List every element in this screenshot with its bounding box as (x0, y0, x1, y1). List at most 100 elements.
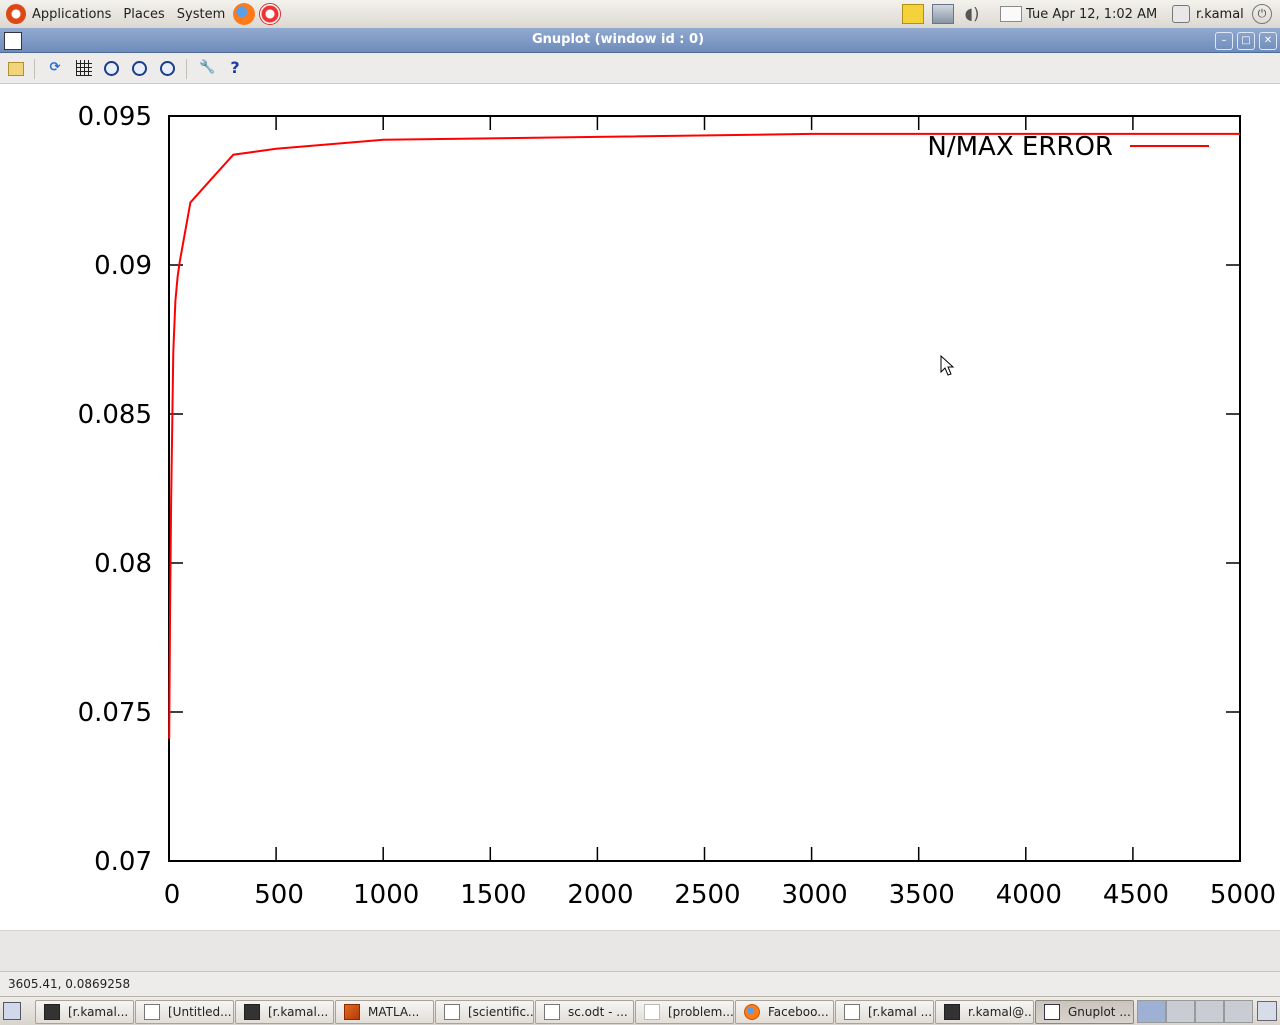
taskbar-item-active[interactable]: Gnuplot ... (1035, 1000, 1134, 1024)
notes-icon[interactable] (902, 4, 924, 24)
y-tick-label: 0.09 (94, 251, 152, 281)
user-switcher[interactable]: r.kamal (1172, 0, 1244, 28)
taskbar-item-label: [problem... (668, 1005, 734, 1019)
workspace-3[interactable] (1195, 1000, 1224, 1023)
x-tick-label: 4000 (996, 880, 1062, 910)
taskbar-item-label: Gnuplot ... (1068, 1005, 1131, 1019)
workspace-2[interactable] (1166, 1000, 1195, 1023)
taskbar-item[interactable]: [r.kamal ... (835, 1000, 934, 1024)
mouse-cursor-icon (940, 355, 955, 376)
x-tick-label: 1000 (353, 880, 419, 910)
y-tick-label: 0.07 (94, 847, 152, 877)
blank-icon (644, 1004, 660, 1020)
replot-icon[interactable]: ⟳ (49, 60, 61, 75)
network-icon[interactable] (932, 4, 954, 24)
help-icon[interactable]: ? (230, 58, 240, 77)
settings-icon[interactable]: 🔧 (199, 60, 216, 75)
workspace-1[interactable] (1137, 1000, 1166, 1023)
system-menu-label: System (176, 6, 226, 22)
x-tick-label: 5000 (1210, 880, 1276, 910)
terminal-icon (944, 1004, 960, 1020)
window-titlebar[interactable]: Gnuplot (window id : 0) – □ ✕ (0, 28, 1280, 53)
taskbar-item[interactable]: [scientific... (435, 1000, 534, 1024)
taskbar-item-label: sc.odt - ... (568, 1005, 628, 1019)
top-panel: Applications Places System ◖) Tue Apr 12… (0, 0, 1280, 29)
document-icon (144, 1004, 160, 1020)
taskbar-item[interactable]: MATLA... (335, 1000, 434, 1024)
places-menu-label: Places (123, 6, 165, 22)
zoom-back-icon[interactable] (104, 61, 119, 76)
x-tick-label: 2000 (567, 880, 633, 910)
ubuntu-logo-icon (6, 4, 26, 24)
clock-applet[interactable]: Tue Apr 12, 1:02 AM (1026, 0, 1157, 28)
volume-icon[interactable]: ◖) (964, 4, 980, 23)
taskbar-item[interactable]: [r.kamal... (235, 1000, 334, 1024)
trash-icon[interactable] (1257, 1001, 1277, 1021)
status-bar: 3605.41, 0.0869258 (0, 971, 1280, 996)
show-desktop-icon[interactable] (3, 1002, 21, 1020)
places-menu[interactable]: Places (117, 0, 170, 28)
grid-icon[interactable] (76, 60, 92, 76)
notification-area: ◖) (898, 0, 1026, 28)
plot-window-footer (0, 930, 1280, 971)
x-tick-label: 4500 (1103, 880, 1169, 910)
taskbar-item[interactable]: [r.kamal... (35, 1000, 134, 1024)
bottom-taskbar: [r.kamal... [Untitled... [r.kamal... MAT… (0, 996, 1280, 1025)
terminal-icon (44, 1004, 60, 1020)
clock-text: Tue Apr 12, 1:02 AM (1026, 6, 1158, 22)
document-icon (544, 1004, 560, 1020)
plot-border (168, 115, 1241, 862)
legend-label: N/MAX ERROR (927, 132, 1113, 162)
applications-menu[interactable]: Applications (0, 0, 117, 28)
mail-icon[interactable] (1000, 6, 1022, 22)
system-menu[interactable]: System (171, 0, 231, 28)
power-icon: ⏻ (1252, 4, 1272, 24)
window-title: Gnuplot (window id : 0) (531, 32, 705, 47)
taskbar-item[interactable]: Faceboo... (735, 1000, 834, 1024)
x-tick-label: 0 (164, 880, 181, 910)
firefox-icon (744, 1004, 760, 1020)
y-tick-label: 0.075 (78, 698, 152, 728)
gnuplot-window-icon[interactable] (4, 32, 22, 50)
taskbar-item[interactable]: [problem... (635, 1000, 734, 1024)
x-tick-label: 500 (254, 880, 304, 910)
matlab-icon (344, 1004, 360, 1020)
x-tick-label: 3000 (782, 880, 848, 910)
x-tick-label: 3500 (889, 880, 955, 910)
series-line (168, 132, 1240, 739)
power-button[interactable]: ⏻ (1252, 0, 1272, 28)
close-button[interactable]: ✕ (1259, 32, 1277, 50)
taskbar-item-label: [r.kamal... (268, 1005, 329, 1019)
gnuplot-icon (1044, 1004, 1060, 1020)
applications-menu-label: Applications (32, 6, 112, 22)
taskbar-item-label: Faceboo... (768, 1005, 829, 1019)
line-chart[interactable]: 0 500 1000 1500 2000 2500 3000 3500 4000 4500 5000… (0, 84, 1280, 930)
y-tick-label: 0.08 (94, 549, 152, 579)
mouse-coordinates: 3605.41, 0.0869258 (8, 977, 131, 991)
taskbar-item-label: MATLA... (368, 1005, 420, 1019)
autoscale-icon[interactable] (160, 61, 175, 76)
taskbar-item[interactable]: [Untitled... (135, 1000, 234, 1024)
firefox-launcher-icon[interactable] (233, 3, 256, 25)
x-tick-label: 1500 (460, 880, 526, 910)
taskbar-item-label: [Untitled... (168, 1005, 232, 1019)
zoom-forward-icon[interactable] (132, 61, 147, 76)
minimize-button[interactable]: – (1215, 32, 1233, 50)
plot-canvas[interactable]: 0 500 1000 1500 2000 2500 3000 3500 4000 4500 5000… (0, 84, 1280, 930)
taskbar-item[interactable]: sc.odt - ... (535, 1000, 634, 1024)
toolbar-separator (34, 59, 35, 79)
y-tick-label: 0.095 (78, 102, 152, 132)
workspace-4[interactable] (1224, 1000, 1253, 1023)
terminal-icon (244, 1004, 260, 1020)
taskbar-item-label: [scientific... (468, 1005, 534, 1019)
gnuplot-toolbar: ⟳ 🔧 ? (0, 53, 1280, 84)
maximize-button[interactable]: □ (1237, 32, 1255, 50)
help-launcher-icon[interactable] (259, 3, 282, 25)
export-icon[interactable] (8, 62, 24, 76)
user-icon (1172, 5, 1190, 23)
x-tick-label: 2500 (674, 880, 740, 910)
taskbar-item-label: [r.kamal... (68, 1005, 129, 1019)
taskbar-item[interactable]: r.kamal@... (935, 1000, 1034, 1024)
document-icon (444, 1004, 460, 1020)
taskbar-item-label: r.kamal@... (968, 1005, 1034, 1019)
